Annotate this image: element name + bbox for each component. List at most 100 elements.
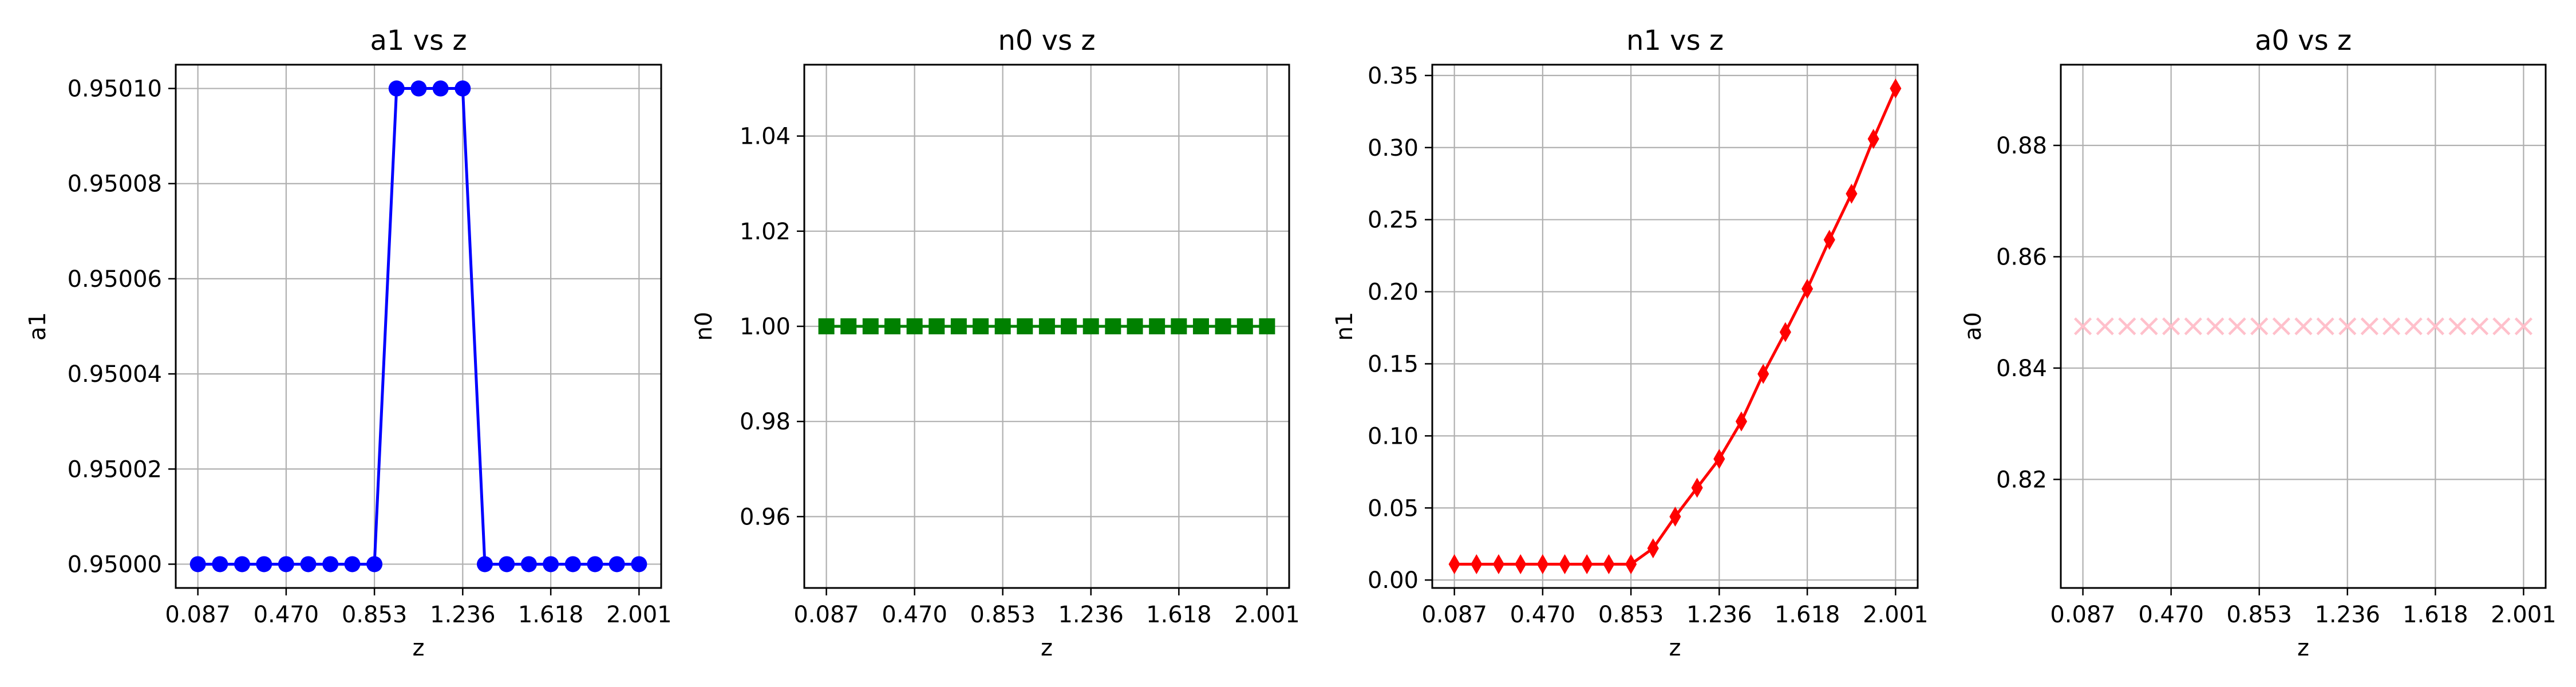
series-line [1454, 88, 1897, 566]
y-tick-label: 0.88 [1996, 133, 2047, 159]
y-tick-label: 0.82 [1996, 467, 2047, 493]
data-point [2360, 317, 2379, 335]
chart-panel-2: 0.087 0.470 0.853 1.236 1.618 2.001 0.96 0.98 1.… [691, 25, 1300, 661]
data-point [1105, 318, 1121, 334]
x-tick-label: 0.470 [254, 602, 319, 628]
data-point [1691, 477, 1703, 498]
data-point [2514, 317, 2532, 335]
y-axis-label: n0 [691, 312, 717, 341]
x-tick-label: 0.470 [2138, 602, 2204, 628]
data-point [2404, 317, 2423, 335]
y-tick-label: 0.00 [1368, 567, 1419, 594]
y-tick-label: 0.96 [740, 504, 791, 530]
x-tick-label: 1.618 [518, 602, 584, 628]
x-axis-label: z [1669, 635, 1681, 661]
data-point [520, 556, 537, 572]
y-tick-label: 0.35 [1368, 63, 1419, 89]
data-point [2162, 317, 2180, 335]
x-axis-label: z [1041, 635, 1053, 661]
data-point [2140, 317, 2158, 335]
data-point [2470, 317, 2489, 335]
data-point [1492, 554, 1505, 574]
x-tick-label: 0.087 [793, 602, 859, 628]
chart-title: n0 vs z [998, 25, 1095, 57]
data-point [322, 556, 339, 572]
data-point [1215, 318, 1231, 334]
y-axis-label: n1 [1332, 312, 1358, 341]
x-tick-label: 2.001 [1863, 602, 1929, 628]
data-point [1559, 554, 1571, 574]
data-point [1127, 318, 1143, 334]
data-point [1603, 554, 1615, 574]
y-tick-label: 0.95006 [68, 266, 162, 293]
y-tick-label: 0.98 [740, 409, 791, 435]
data-point [973, 318, 989, 334]
data-point [1082, 318, 1099, 334]
chart-title: a0 vs z [2255, 25, 2352, 57]
data-point [2316, 317, 2334, 335]
data-point [2206, 317, 2225, 335]
x-tick-label: 0.470 [1510, 602, 1576, 628]
plot-frame [2060, 64, 2547, 589]
data-point [929, 318, 945, 334]
y-tick-label: 0.15 [1368, 351, 1419, 377]
data-point [840, 318, 857, 334]
data-point [2118, 317, 2136, 335]
plot-frame [1431, 64, 1919, 589]
data-point [366, 556, 383, 572]
y-tick-label: 1.00 [740, 314, 791, 340]
data-point [1471, 554, 1483, 574]
data-point [1846, 183, 1858, 204]
data-point [1061, 318, 1077, 334]
x-tick-label: 1.236 [430, 602, 496, 628]
data-point [2272, 317, 2290, 335]
data-point [1625, 554, 1637, 574]
y-tick-label: 0.95002 [68, 456, 162, 483]
x-tick-label: 1.618 [1775, 602, 1840, 628]
data-point [950, 318, 967, 334]
series-line [197, 87, 639, 566]
data-point [278, 556, 294, 572]
data-point [1038, 318, 1055, 334]
x-tick-label: 2.001 [606, 602, 672, 628]
x-tick-label: 0.470 [882, 602, 947, 628]
data-point [2448, 317, 2467, 335]
x-tick-label: 0.853 [1598, 602, 1664, 628]
x-tick-label: 0.853 [2226, 602, 2292, 628]
plot-frame [175, 64, 662, 589]
y-tick-label: 0.95004 [68, 361, 162, 388]
data-point [1757, 364, 1769, 384]
data-point [564, 556, 581, 572]
data-point [609, 556, 625, 572]
data-point [1823, 230, 1835, 250]
y-tick-label: 0.95008 [68, 171, 162, 198]
x-tick-label: 1.618 [2403, 602, 2468, 628]
y-tick-label: 0.25 [1368, 207, 1419, 234]
x-tick-label: 1.236 [1058, 602, 1124, 628]
data-point [2382, 317, 2401, 335]
data-point [1890, 78, 1902, 99]
data-point [410, 80, 427, 97]
data-point [1536, 554, 1548, 574]
y-tick-label: 0.20 [1368, 279, 1419, 306]
y-axis-label: a0 [1960, 312, 1986, 341]
y-tick-label: 0.10 [1368, 423, 1419, 449]
data-point [2228, 317, 2246, 335]
data-point [1192, 318, 1209, 334]
y-tick-label: 0.84 [1996, 356, 2047, 382]
data-point [1735, 411, 1748, 432]
data-point [1713, 449, 1725, 469]
x-tick-label: 1.236 [2314, 602, 2380, 628]
x-tick-label: 0.853 [342, 602, 408, 628]
data-point [1171, 318, 1187, 334]
x-axis-label: z [413, 635, 425, 661]
data-point [344, 556, 361, 572]
data-point [432, 80, 449, 97]
chart-panel-1: 0.087 0.470 0.853 1.236 1.618 2.001 0.95000 0.9… [25, 25, 672, 661]
data-point [1669, 506, 1681, 527]
data-point [818, 318, 835, 334]
data-point [256, 556, 272, 572]
data-point [884, 318, 901, 334]
x-axis-label: z [2297, 635, 2309, 661]
